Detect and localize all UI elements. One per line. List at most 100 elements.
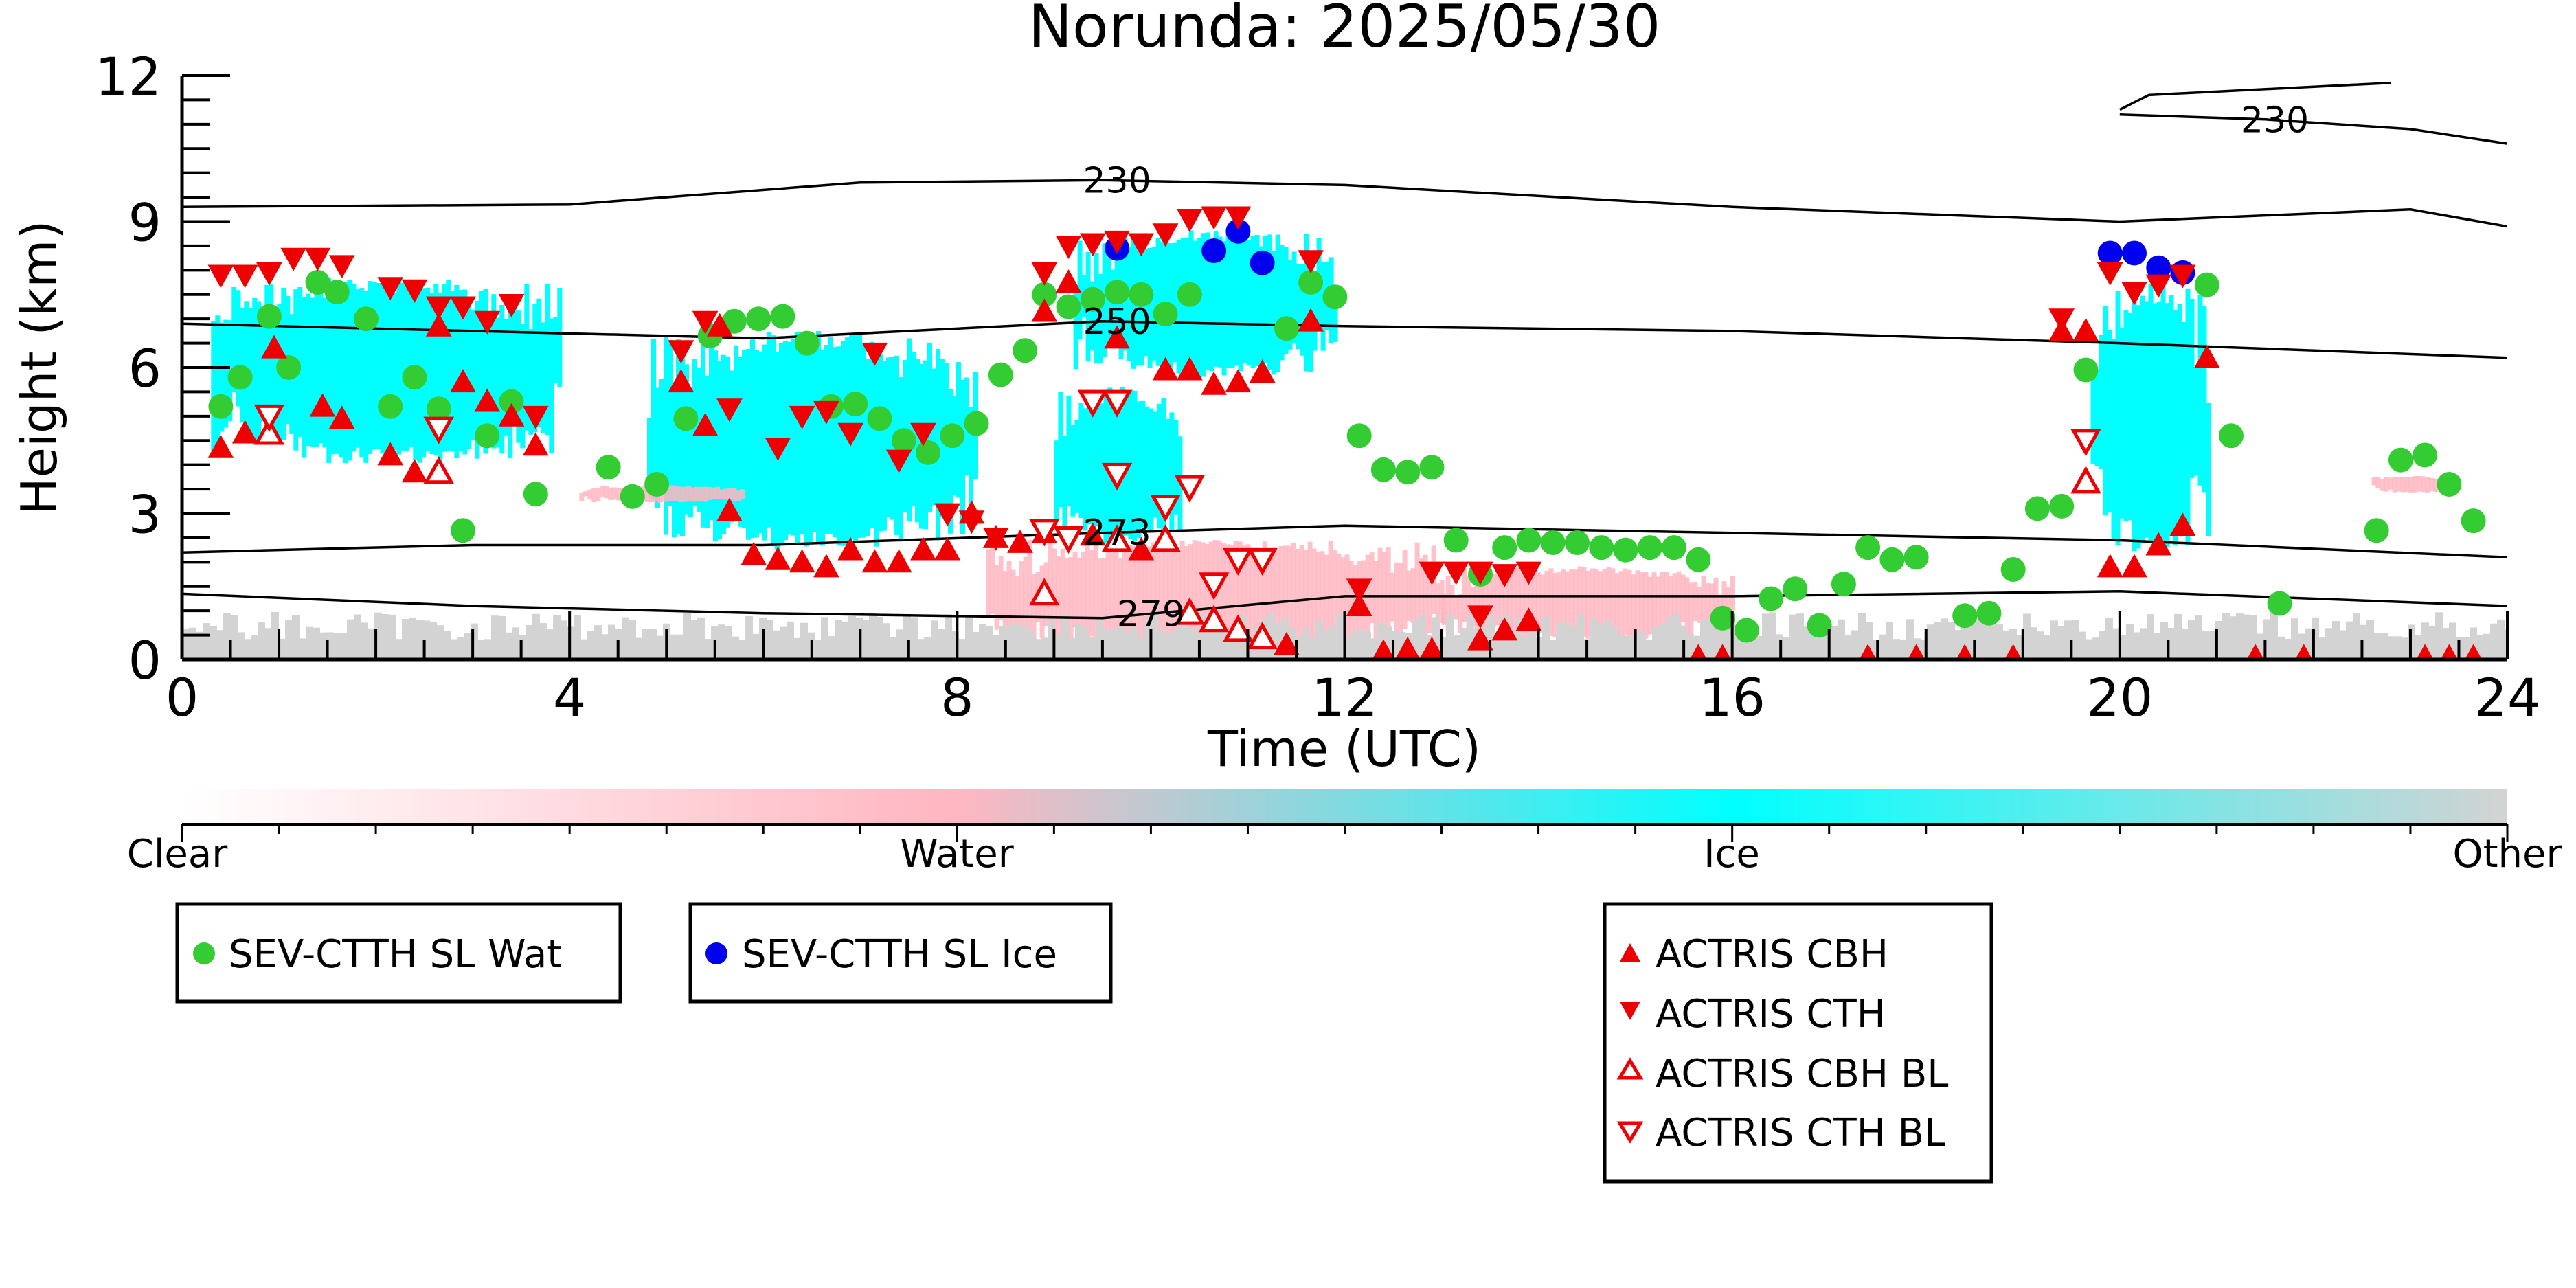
cloud-cell xyxy=(322,297,328,448)
cloud-cell xyxy=(1287,260,1293,350)
cloud-cell xyxy=(1205,232,1210,370)
cloud-cell xyxy=(1099,403,1105,532)
cloud-cell xyxy=(1303,550,1309,646)
cloud-cell xyxy=(2415,635,2422,659)
cloud-cell xyxy=(532,613,540,659)
cloud-cell xyxy=(1328,541,1333,642)
data-point xyxy=(1394,636,1421,659)
cloud-cell xyxy=(1118,558,1123,643)
data-point xyxy=(885,449,912,473)
data-point xyxy=(2070,466,2101,494)
cloud-cell xyxy=(1598,571,1603,635)
data-point xyxy=(2169,264,2196,289)
cloud-cell xyxy=(2476,635,2484,659)
cloud-cell xyxy=(1304,234,1309,372)
cloud-cell xyxy=(1097,558,1103,641)
cloud-cell xyxy=(2463,637,2470,659)
cloud-cell xyxy=(1167,541,1173,644)
cloud-cell xyxy=(1324,554,1329,645)
cloud-cell xyxy=(2270,612,2278,659)
cloud-cell xyxy=(219,322,225,432)
data-point xyxy=(304,247,331,271)
cloud-cell xyxy=(429,293,435,454)
data-point xyxy=(885,549,912,573)
cloud-cell xyxy=(1508,632,1515,659)
cloud-cell xyxy=(740,489,745,499)
cloud-cell xyxy=(1697,587,1702,623)
cloud-cell xyxy=(1159,549,1164,642)
data-point xyxy=(401,459,428,483)
cloud-cell xyxy=(380,284,385,453)
cloud-cell xyxy=(2401,637,2408,659)
cloud-cell xyxy=(2284,638,2292,659)
cloud-cell xyxy=(477,640,485,659)
x-tick-label: 20 xyxy=(2086,667,2153,728)
cloud-cell xyxy=(1515,567,1521,635)
x-tick-label: 8 xyxy=(940,667,973,728)
cloud-cell xyxy=(676,339,681,534)
cloud-cell xyxy=(965,616,973,659)
cloud-cell xyxy=(1106,258,1111,346)
cloud-cell xyxy=(1098,273,1103,363)
cloud-cell xyxy=(600,485,605,498)
data-point xyxy=(1956,644,1974,659)
cloud-cell xyxy=(793,637,801,659)
cloud-cell xyxy=(1369,552,1375,624)
cloud-cell xyxy=(471,623,478,659)
data-point xyxy=(813,400,839,425)
data-point xyxy=(423,456,455,484)
cloud-cell xyxy=(2277,636,2285,659)
data-point xyxy=(1467,605,1493,629)
cloud-cell xyxy=(2215,620,2223,659)
cloud-cell xyxy=(1542,616,1550,659)
cloud-cell xyxy=(2429,477,2434,492)
cloud-cell xyxy=(1941,618,1948,659)
cloud-cell xyxy=(546,629,554,659)
cloud-cell xyxy=(215,315,221,444)
data-point xyxy=(1879,547,1905,572)
cloud-cell xyxy=(326,278,332,463)
cloud-cell xyxy=(2078,631,2086,659)
data-point xyxy=(305,270,330,295)
cloud-cell xyxy=(725,626,732,659)
cloud-cell xyxy=(986,549,991,618)
cloud-cell xyxy=(715,486,721,499)
cloud-cell xyxy=(1299,545,1304,648)
cloud-cell xyxy=(306,293,311,447)
cloud-cell xyxy=(1643,572,1649,639)
cloud-cell xyxy=(1412,619,1419,659)
cloud-cell xyxy=(1623,568,1628,636)
data-point xyxy=(2388,447,2413,473)
cloud-cell xyxy=(1700,619,1708,659)
x-tick-label: 24 xyxy=(2474,667,2541,728)
data-point xyxy=(1031,298,1058,322)
cloud-cell xyxy=(1519,573,1525,640)
data-point xyxy=(522,432,549,456)
data-point xyxy=(2004,644,2022,659)
cloud-cell xyxy=(1120,386,1125,537)
data-point xyxy=(1225,369,1252,393)
cloud-cell xyxy=(1192,630,1199,659)
cloud-cell xyxy=(278,638,286,659)
cloud-cell xyxy=(2189,298,2195,478)
legend-marker-cth-bl xyxy=(1616,1121,1644,1144)
cloud-cell xyxy=(866,359,870,536)
series-sev-ctth-sl-wat xyxy=(208,270,2486,643)
legend-actris: ACTRIS CBH ACTRIS CTH ACTRIS CBH BL ACTR… xyxy=(1603,902,1993,1184)
cloud-region-water xyxy=(1441,566,1735,640)
cloud-cell xyxy=(429,622,437,659)
cloud-cell xyxy=(409,282,414,447)
cloud-cell xyxy=(2229,616,2237,659)
cloud-cell xyxy=(1676,571,1682,632)
cloud-cell xyxy=(1581,567,1587,637)
cloud-cell xyxy=(1013,624,1021,659)
cloud-cell xyxy=(1019,561,1024,633)
cloud-cell xyxy=(1254,547,1259,647)
cloud-cell xyxy=(1544,570,1550,633)
cloud-cell xyxy=(553,317,558,383)
cloud-cell xyxy=(475,300,480,459)
cloud-cell xyxy=(231,287,237,392)
data-point xyxy=(2097,240,2123,266)
data-point xyxy=(1031,262,1058,286)
cloud-cell xyxy=(466,297,472,449)
